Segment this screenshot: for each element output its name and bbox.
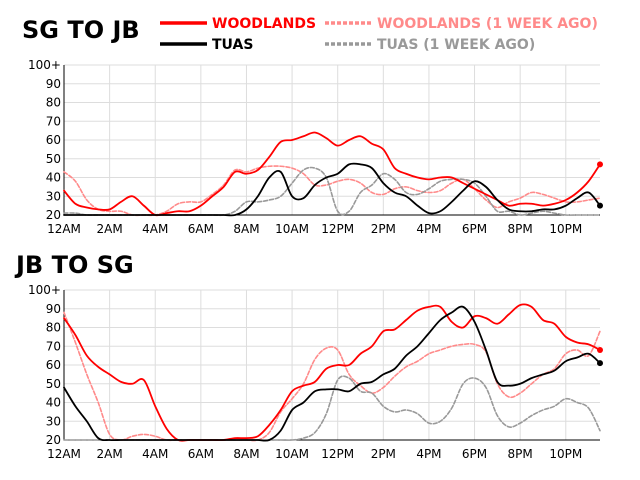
series-line-tuas (63, 162, 601, 217)
series-end-dot-woodlands (597, 161, 603, 168)
legend-label: TUAS (1 WEEK AGO) (377, 37, 535, 53)
series-line-woodlands-1-week-ago (63, 311, 601, 442)
x-tick-label: 4AM (142, 222, 168, 236)
x-tick-label: 8PM (508, 447, 533, 461)
x-tick-label: 2AM (97, 447, 123, 461)
x-tick-label: 4AM (142, 447, 168, 461)
legend-item-woodlands: WOODLANDS (160, 16, 316, 32)
x-tick-label: 12PM (321, 222, 354, 236)
series-end-dot-tuas (597, 360, 603, 367)
series-line-woodlands (63, 131, 601, 217)
legend-label: WOODLANDS (212, 16, 316, 32)
y-tick-label: 80 (46, 96, 61, 110)
x-tick-label: 2PM (371, 447, 396, 461)
legend-label: TUAS (212, 37, 253, 53)
y-tick-label: 100+ (28, 58, 61, 72)
y-tick-label: 30 (46, 189, 61, 203)
x-tick-label: 12AM (47, 222, 81, 236)
x-tick-label: 10PM (549, 447, 582, 461)
chart-sg-to-jb: SG TO JB 20 30 40 50 60 70 80 90 100+ 12AM 2AM 4AM 6A… (22, 16, 603, 236)
series-line-tuas-1-week-ago (63, 166, 601, 217)
y-tick-label: 70 (46, 339, 61, 353)
x-tick-label: 12PM (321, 447, 354, 461)
legend-label: WOODLANDS (1 WEEK AGO) (377, 16, 598, 32)
chart-title: SG TO JB (22, 16, 140, 44)
y-tick-label: 80 (46, 321, 61, 335)
chart-title: JB TO SG (14, 251, 134, 279)
legend: WOODLANDS TUAS WOODLANDS (1 WEEK AGO) TUAS … (160, 16, 598, 53)
series-line-tuas-1-week-ago (63, 375, 601, 441)
y-tick-label: 50 (46, 377, 61, 391)
series-end-dot-woodlands (597, 347, 603, 353)
x-tick-label: 6PM (462, 222, 487, 236)
y-tick-label: 20 (46, 208, 61, 222)
y-tick-label: 40 (46, 396, 61, 410)
legend-item-tuas: TUAS (160, 37, 253, 53)
x-tick-label: 8PM (508, 222, 533, 236)
x-tick-label: 12AM (47, 447, 81, 461)
y-tick-label: 40 (46, 171, 61, 185)
y-tick-label: 100+ (28, 283, 61, 297)
x-tick-label: 2PM (371, 222, 396, 236)
y-tick-label: 70 (46, 114, 61, 128)
x-tick-label: 10AM (275, 222, 309, 236)
x-tick-label: 6PM (462, 447, 487, 461)
series-line-woodlands-1-week-ago (63, 165, 601, 217)
x-tick-label: 8AM (233, 222, 259, 236)
y-tick-label: 90 (46, 302, 61, 316)
y-tick-label: 50 (46, 152, 61, 166)
x-tick-label: 10AM (275, 447, 309, 461)
x-tick-label: 2AM (97, 222, 123, 236)
y-tick-label: 30 (46, 414, 61, 428)
chart-jb-to-sg: JB TO SG 20 30 40 50 60 70 80 90 100+ 12AM 2AM 4AM 6A… (14, 251, 603, 461)
series-line-tuas (63, 305, 601, 442)
y-tick-label: 60 (46, 358, 61, 372)
x-tick-label: 4PM (416, 222, 441, 236)
x-tick-label: 10PM (549, 222, 582, 236)
x-tick-label: 6AM (188, 447, 214, 461)
y-tick-label: 20 (46, 433, 61, 447)
x-tick-label: 8AM (233, 447, 259, 461)
y-tick-label: 60 (46, 133, 61, 147)
series-end-dot-tuas (597, 202, 603, 209)
x-tick-label: 6AM (188, 222, 214, 236)
legend-item-tuas-1-week-ago: TUAS (1 WEEK AGO) (325, 37, 535, 53)
x-tick-label: 4PM (416, 447, 441, 461)
legend-item-woodlands-1-week-ago: WOODLANDS (1 WEEK AGO) (325, 16, 598, 32)
series-line-woodlands (63, 303, 601, 442)
y-tick-label: 90 (46, 77, 61, 91)
